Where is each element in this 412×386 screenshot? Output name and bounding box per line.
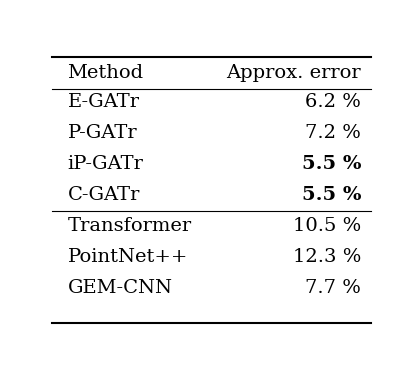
- Text: 10.5 %: 10.5 %: [293, 217, 361, 235]
- Text: 7.7 %: 7.7 %: [305, 279, 361, 297]
- Text: C-GATr: C-GATr: [68, 186, 140, 204]
- Text: PointNet++: PointNet++: [68, 248, 188, 266]
- Text: 5.5 %: 5.5 %: [302, 155, 361, 173]
- Text: P-GATr: P-GATr: [68, 124, 137, 142]
- Text: GEM-CNN: GEM-CNN: [68, 279, 173, 297]
- Text: E-GATr: E-GATr: [68, 93, 140, 112]
- Text: Transformer: Transformer: [68, 217, 192, 235]
- Text: 12.3 %: 12.3 %: [293, 248, 361, 266]
- Text: 5.5 %: 5.5 %: [302, 186, 361, 204]
- Text: 7.2 %: 7.2 %: [305, 124, 361, 142]
- Text: Approx. error: Approx. error: [227, 64, 361, 82]
- Text: 6.2 %: 6.2 %: [305, 93, 361, 112]
- Text: Method: Method: [68, 64, 144, 82]
- Text: iP-GATr: iP-GATr: [68, 155, 143, 173]
